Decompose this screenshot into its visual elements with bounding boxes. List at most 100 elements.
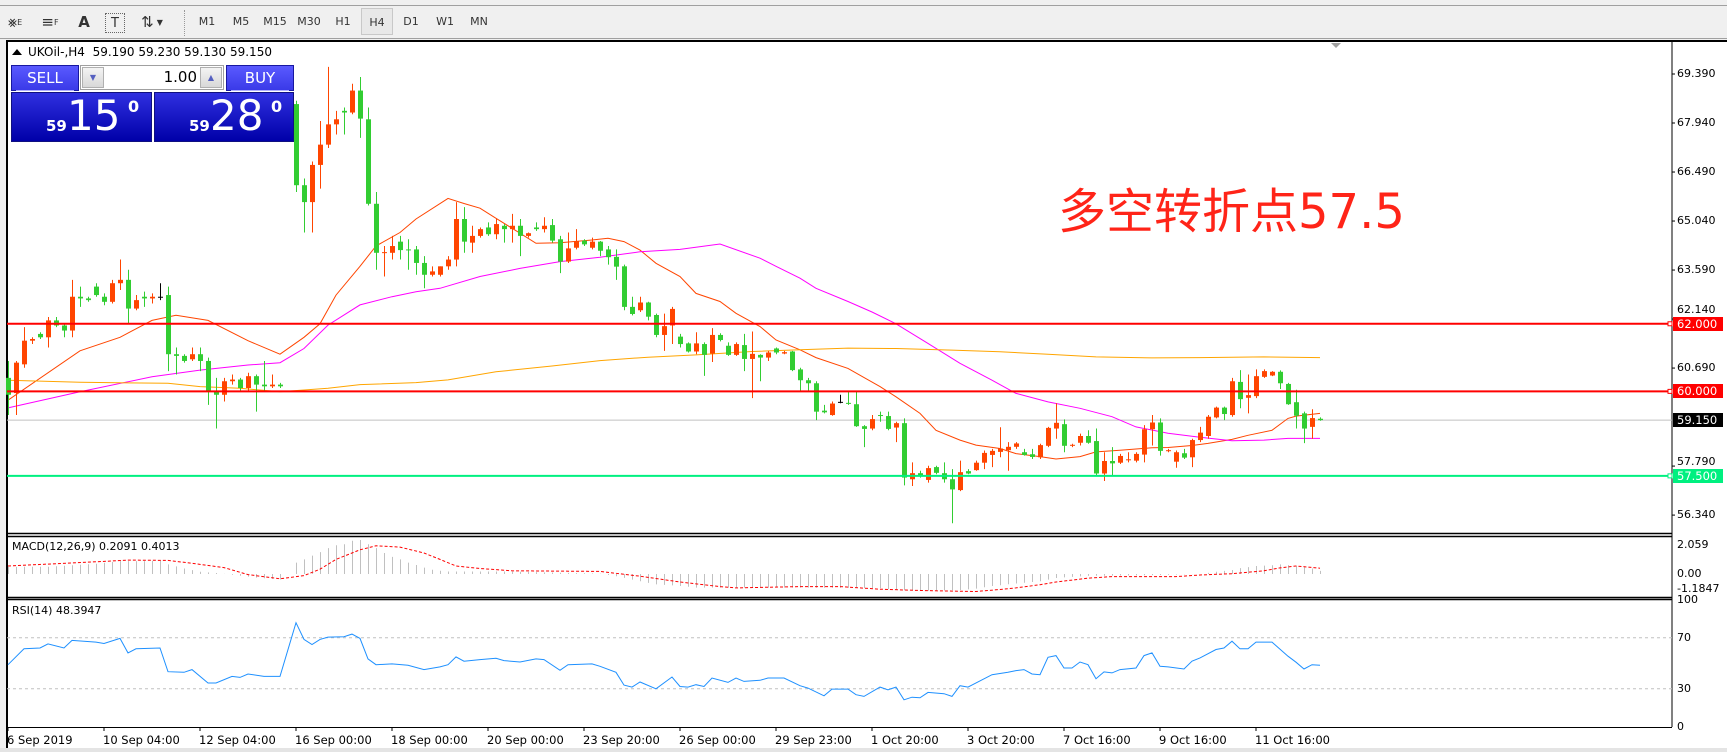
chevron-down-icon[interactable]: ▼ xyxy=(156,17,163,27)
chart-annotation-text[interactable]: 多空转折点57.5 xyxy=(1058,184,1405,240)
lot-decrease-button[interactable]: ▼ xyxy=(82,67,104,88)
level-handle xyxy=(1667,388,1673,394)
candle-body xyxy=(982,452,987,463)
candle-body xyxy=(206,360,211,392)
chart-symbol: UKOil-,H4 xyxy=(28,45,85,59)
candle-body xyxy=(566,248,571,262)
sell-button[interactable]: SELL xyxy=(11,65,79,91)
candle-body xyxy=(702,344,707,355)
candle-body xyxy=(1222,407,1227,415)
candle-body xyxy=(62,325,67,331)
candle-body xyxy=(894,423,899,428)
sell-price-prefix: 59 xyxy=(46,117,67,135)
candle-body xyxy=(350,90,355,113)
buy-button[interactable]: BUY xyxy=(226,65,294,91)
time-axis-label: 23 Sep 20:00 xyxy=(583,733,660,747)
candle-body xyxy=(630,306,635,314)
candle-body xyxy=(518,225,523,236)
price-axis-label: 67.940 xyxy=(1677,116,1716,129)
candle-body xyxy=(774,348,779,353)
candle-body xyxy=(582,240,587,245)
candle-body xyxy=(1038,445,1043,458)
candle-body xyxy=(134,300,139,309)
candle-body xyxy=(6,377,11,395)
candle-body xyxy=(294,104,299,186)
candle-body xyxy=(478,229,483,236)
time-axis-label: 18 Sep 00:00 xyxy=(391,733,468,747)
lot-increase-button[interactable]: ▲ xyxy=(200,67,222,88)
status-strip xyxy=(0,748,1727,752)
timeframe-m15[interactable]: M15 xyxy=(263,15,287,28)
candle-body xyxy=(1134,453,1139,461)
candle-body xyxy=(1046,427,1051,446)
candle-body xyxy=(78,296,83,299)
candle-body xyxy=(438,266,443,275)
candle-body xyxy=(1286,383,1291,405)
timeframe-d1[interactable]: D1 xyxy=(403,15,419,28)
buy-price-pips: 28 xyxy=(210,91,264,140)
candle-body xyxy=(1110,461,1115,464)
moving-average-line xyxy=(7,243,1320,442)
candle-body xyxy=(262,384,267,387)
candle-body xyxy=(870,419,875,429)
candle-body xyxy=(1206,416,1211,436)
candle-body xyxy=(1270,371,1275,376)
timeframe-m1[interactable]: M1 xyxy=(198,15,216,28)
candle-body xyxy=(342,110,347,113)
price-axis-label: 69.390 xyxy=(1677,67,1716,80)
candle-body xyxy=(734,344,739,355)
candle-body xyxy=(70,296,75,331)
candle-body xyxy=(366,119,371,204)
candle-body xyxy=(1158,422,1163,451)
candle-body xyxy=(86,298,91,301)
lot-input[interactable]: 1.00 xyxy=(163,68,197,86)
candle-body xyxy=(878,415,883,417)
timeframe-w1[interactable]: W1 xyxy=(436,15,454,28)
candle-body xyxy=(598,241,603,251)
sell-price-button[interactable]: 59 15 0 xyxy=(11,91,152,142)
candle-body xyxy=(886,416,891,429)
macd-label: MACD(12,26,9) 0.2091 0.4013 xyxy=(12,540,180,553)
timeframe-h1[interactable]: H1 xyxy=(335,15,351,28)
candle-body xyxy=(494,224,499,235)
elliott-wave-icon[interactable]: ⨳ E xyxy=(7,13,23,31)
candle-body xyxy=(766,352,771,358)
candle-body xyxy=(374,203,379,253)
chart-ohlc: 59.190 59.230 59.130 59.150 xyxy=(92,45,272,59)
candle-body xyxy=(1294,402,1299,416)
fibonacci-icon[interactable]: ≡ F xyxy=(41,13,59,31)
candle-body xyxy=(526,233,531,236)
buy-label: BUY xyxy=(231,66,289,91)
timeframe-m5[interactable]: M5 xyxy=(232,15,250,28)
arrows-icon[interactable]: ⇅ ▼ xyxy=(141,13,163,31)
text-icon[interactable]: A xyxy=(78,13,90,31)
chart-window[interactable] xyxy=(6,40,1727,748)
candle-body xyxy=(470,235,475,243)
sell-price-fraction: 0 xyxy=(128,97,140,116)
chart-shift-marker-icon xyxy=(1331,43,1341,48)
buy-price-button[interactable]: 59 28 0 xyxy=(154,91,294,142)
timeframe-m30[interactable]: M30 xyxy=(297,15,321,28)
candle-body xyxy=(182,355,187,361)
buy-price-prefix: 59 xyxy=(189,117,210,135)
timeframe-mn[interactable]: MN xyxy=(470,15,488,28)
candle-body xyxy=(726,345,731,355)
candle-body xyxy=(1246,395,1251,398)
candle-body xyxy=(1214,407,1219,418)
candle-body xyxy=(430,271,435,275)
candle-body xyxy=(454,219,459,260)
candle-body xyxy=(614,256,619,267)
sell-price-pips: 15 xyxy=(67,91,121,140)
rsi-axis-label: 30 xyxy=(1677,681,1691,695)
candle-body xyxy=(1054,422,1059,429)
candle-body xyxy=(310,164,315,203)
candle-body xyxy=(918,473,923,476)
candle-body xyxy=(110,283,115,302)
candle-body xyxy=(806,380,811,384)
candle-body xyxy=(830,403,835,416)
timeframe-h4[interactable]: H4 xyxy=(361,8,393,35)
text-label-icon[interactable]: T xyxy=(105,13,125,33)
lot-stepper[interactable]: ▼ 1.00 ▲ xyxy=(80,65,224,90)
time-axis-label: 6 Sep 2019 xyxy=(7,733,73,747)
